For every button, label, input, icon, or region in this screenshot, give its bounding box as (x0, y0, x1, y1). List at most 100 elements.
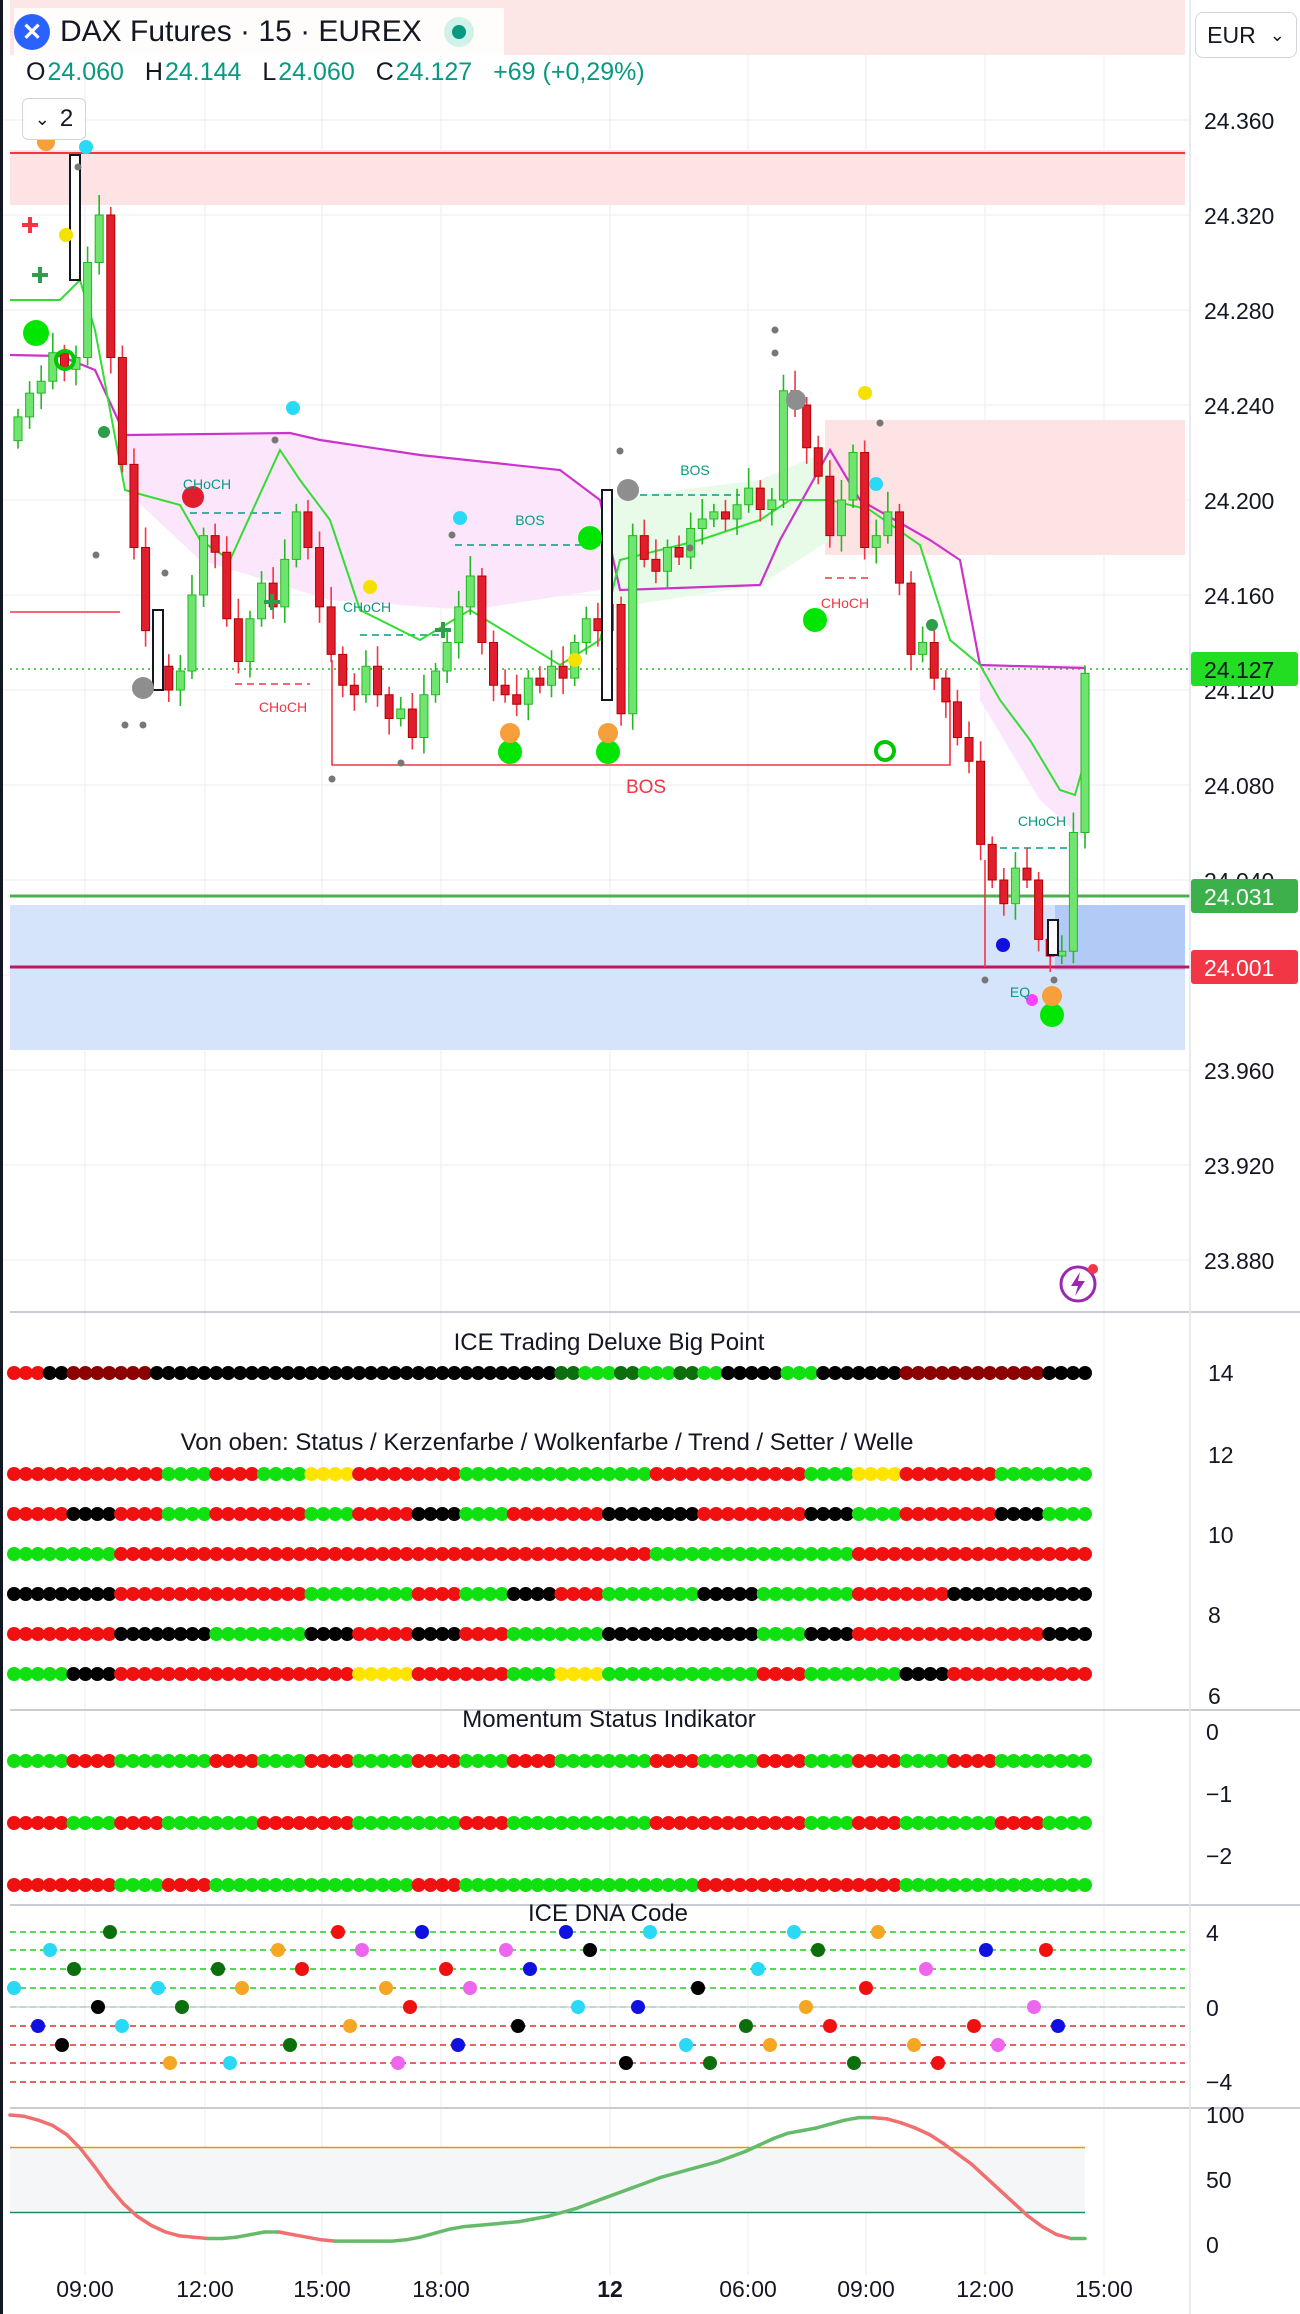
signal-marker (59, 228, 73, 242)
status-dot (90, 1507, 105, 1521)
bigpoint-dot (732, 1366, 747, 1380)
candle (662, 539, 672, 588)
momentum-dot (149, 1754, 164, 1768)
status-dot (661, 1507, 676, 1521)
status-dot (7, 1627, 21, 1641)
signal-marker (98, 426, 110, 438)
signal-marker (578, 526, 602, 550)
candle-body (25, 392, 35, 418)
candle-body (291, 511, 301, 560)
status-dot (1006, 1507, 1021, 1521)
status-dot (709, 1467, 724, 1481)
status-dot (161, 1667, 176, 1681)
momentum-dot (637, 1816, 652, 1830)
momentum-dot (483, 1754, 497, 1768)
status-dot (459, 1627, 474, 1641)
osc-line-segment (135, 2214, 154, 2228)
osc-line-segment (149, 2223, 168, 2234)
status-dot (1042, 1467, 1057, 1481)
status-dot (399, 1507, 414, 1521)
candle-body (894, 511, 904, 584)
time-tick-label: 12:00 (176, 2276, 234, 2302)
status-dot (602, 1587, 616, 1601)
momentum-dot (566, 1754, 581, 1768)
momentum-dot (185, 1754, 200, 1768)
momentum-dot (1054, 1754, 1069, 1768)
bigpoint-dot (566, 1366, 581, 1380)
flash-icon[interactable] (1058, 1262, 1100, 1304)
candle-body (349, 684, 359, 696)
momentum-dot (970, 1754, 985, 1768)
status-dot (411, 1467, 426, 1481)
status-dot (387, 1627, 402, 1641)
x-logo-icon[interactable]: ✕ (14, 14, 50, 50)
status-dot (697, 1507, 712, 1521)
status-dot (18, 1587, 33, 1601)
bigpoint-dot (1078, 1366, 1092, 1380)
status-dot (340, 1507, 355, 1521)
status-dot (602, 1547, 616, 1561)
status-dot (304, 1547, 319, 1561)
momentum-dot (126, 1816, 140, 1830)
candle (280, 539, 290, 623)
status-dot (7, 1507, 21, 1521)
bigpoint-dot (828, 1366, 843, 1380)
candle (894, 503, 904, 596)
status-dot (18, 1507, 33, 1521)
indicator-collapse-button[interactable]: ⌄ 2 (22, 98, 86, 140)
status-dot (637, 1547, 652, 1561)
status-dot (221, 1627, 236, 1641)
candle (558, 646, 568, 695)
candle-body (407, 708, 417, 738)
status-dot (340, 1467, 355, 1481)
candle-outlined (1047, 919, 1059, 956)
status-dot (447, 1667, 462, 1681)
candle (210, 523, 220, 569)
momentum-dot (590, 1878, 605, 1892)
candle-body (280, 558, 290, 608)
momentum-dot (185, 1878, 200, 1892)
status-dot (30, 1667, 45, 1681)
wick-dot (686, 544, 694, 552)
status-dot (780, 1547, 795, 1561)
momentum-dot (483, 1878, 497, 1892)
bigpoint-dot (649, 1366, 664, 1380)
momentum-dot (709, 1754, 724, 1768)
status-dot (494, 1547, 509, 1561)
candle (164, 654, 174, 702)
price-tick-label: 24.200 (1204, 488, 1274, 514)
chevron-down-icon: ⌄ (1269, 24, 1285, 45)
bigpoint-dot (292, 1366, 307, 1380)
momentum-dot (256, 1754, 271, 1768)
status-dot (792, 1627, 807, 1641)
status-dot (780, 1587, 795, 1601)
osc-line-segment (78, 2147, 97, 2169)
status-dot (816, 1467, 831, 1481)
symbol-title[interactable]: DAX Futures · 15 · EUREX (60, 15, 422, 48)
momentum-dot (256, 1816, 271, 1830)
status-dot (590, 1627, 605, 1641)
status-dot (1078, 1587, 1092, 1601)
candle (13, 408, 23, 449)
status-dot (54, 1467, 69, 1481)
bigpoint-dot (447, 1366, 462, 1380)
bigpoint-dot (970, 1366, 985, 1380)
osc-line-segment (757, 2136, 776, 2147)
candle-body (141, 547, 151, 632)
dna-dot (151, 1981, 165, 1995)
momentum-dot (161, 1754, 176, 1768)
status-dot (173, 1467, 188, 1481)
status-dot (137, 1507, 152, 1521)
currency-select[interactable]: EUR ⌄ (1195, 12, 1297, 58)
status-dot (994, 1587, 1009, 1601)
status-dot (959, 1627, 973, 1641)
status-dot (649, 1587, 664, 1601)
status-dot (613, 1507, 628, 1521)
status-dot (649, 1467, 664, 1481)
momentum-dot (197, 1816, 212, 1830)
momentum-dot (661, 1754, 676, 1768)
status-dot (245, 1627, 259, 1641)
dna-dot (1051, 2019, 1065, 2033)
momentum-dot (78, 1816, 93, 1830)
